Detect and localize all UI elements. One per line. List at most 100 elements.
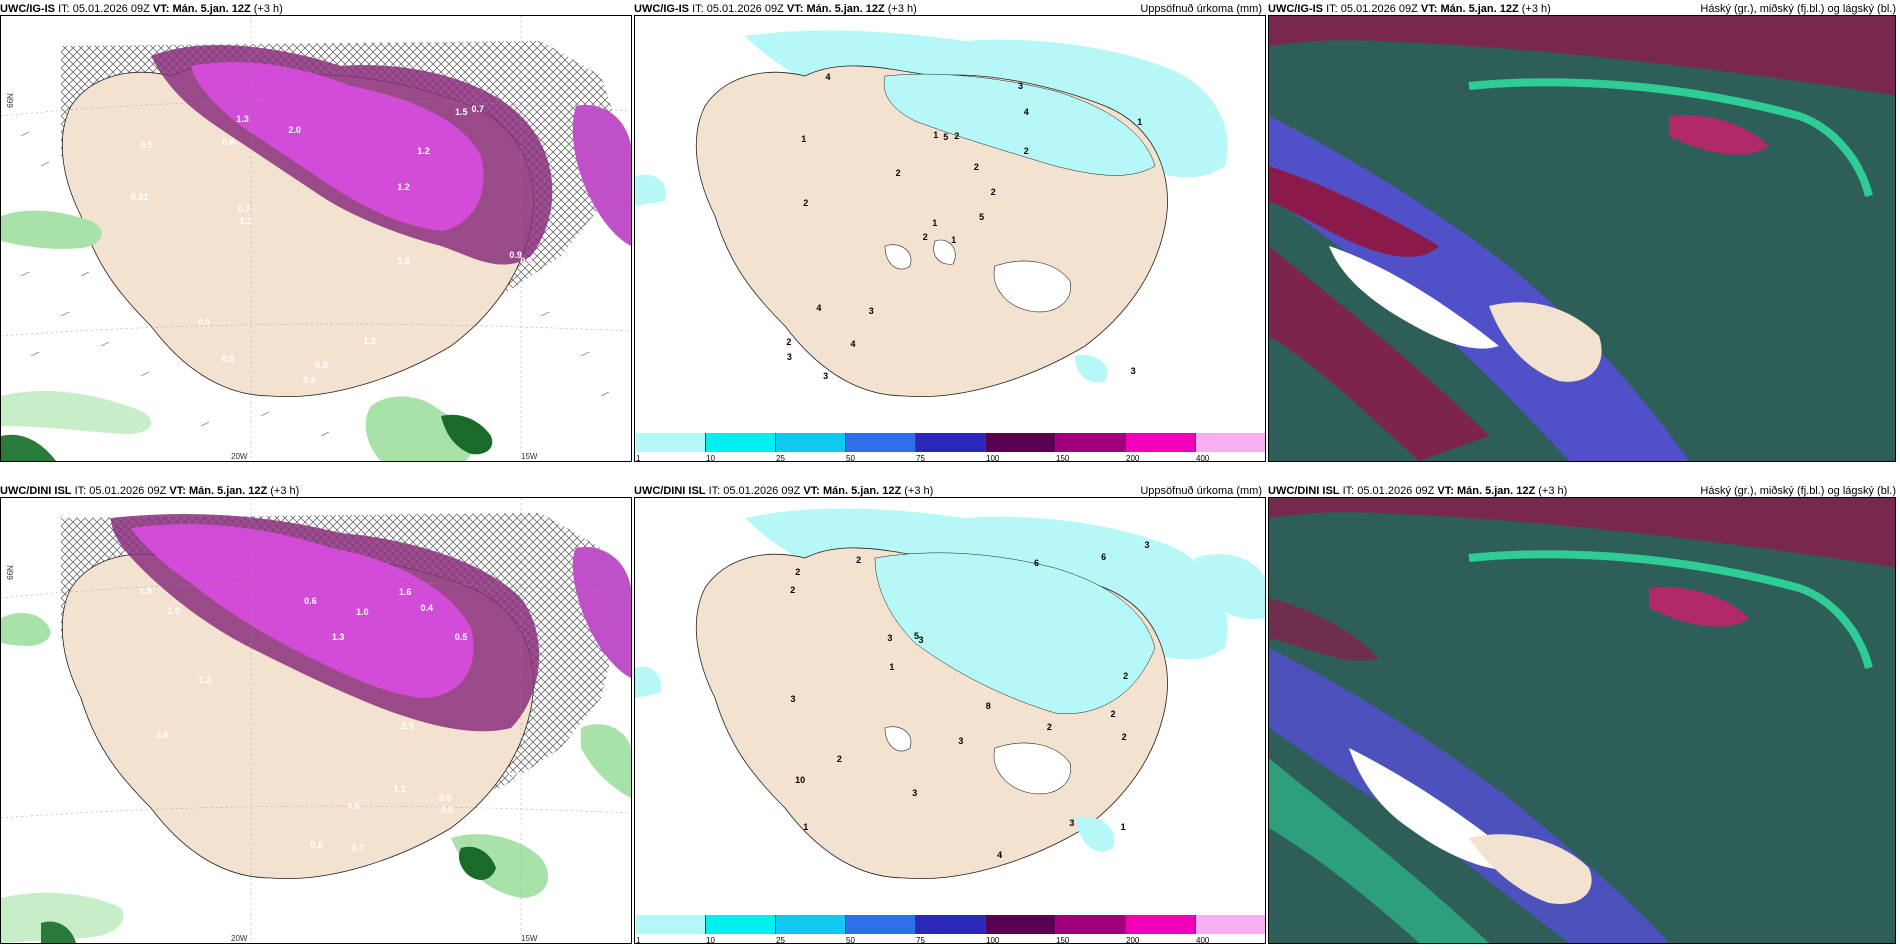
value-label: 4 <box>825 72 831 83</box>
colorbar-tick: 400 <box>1196 454 1210 462</box>
lon-label: 20W <box>231 452 248 461</box>
value-label: 1.2 <box>363 336 376 347</box>
colorbar-seg-6 <box>1056 433 1126 452</box>
value-label: 3 <box>790 694 796 705</box>
value-label: -1.0 <box>164 605 180 616</box>
colorbar-seg-1 <box>706 433 776 452</box>
colorbar-seg-2 <box>776 433 846 452</box>
map-precip-accum-dini[interactable]: 1 10 25 50 75 100 150 200 400 2 2 1 2 3 3 10 6 3… <box>634 497 1266 944</box>
colorbar-seg-0 <box>636 915 706 934</box>
map-graphic <box>635 16 1265 461</box>
value-label: 3 <box>1069 817 1075 828</box>
map-precip-accum-ig[interactable]: 1 10 25 50 75 100 150 200 400 1 1 1 2 2 3 3 2 4 5… <box>634 15 1266 462</box>
colorbar-tick: 100 <box>986 936 1000 944</box>
colorbar-seg-8 <box>1196 915 1265 934</box>
value-label: 8 <box>985 701 991 712</box>
colorbar-seg-5 <box>986 433 1056 452</box>
value-label: 1 <box>933 130 939 141</box>
panel-title: UWC/IG-IS IT: 05.01.2026 09Z VT: Mán. 5.… <box>0 3 283 15</box>
value-label: 0.6 <box>347 801 360 812</box>
panel-field-label: Háský (gr.), miðský (fj.bl.) og lágský (… <box>1700 485 1896 497</box>
value-label: 0.6 <box>304 596 317 607</box>
panel-title: UWC/DINI ISL IT: 05.01.2026 09Z VT: Mán.… <box>1268 485 1896 497</box>
value-label: 0.3 <box>466 345 480 356</box>
colorbar-tick: 10 <box>706 454 715 462</box>
value-label: 3 <box>786 352 792 363</box>
colorbar-seg-3 <box>846 433 916 452</box>
panel-field-label: Uppsöfnuð úrkoma (mm) <box>1140 3 1262 15</box>
value-label: 1 <box>1137 116 1143 127</box>
panel-title: UWC/DINI ISL IT: 05.01.2026 09Z VT: Mán.… <box>0 485 300 497</box>
value-label: 6 <box>1034 557 1040 568</box>
value-label: 2 <box>1046 722 1052 733</box>
colorbar-tick: 100 <box>986 454 1000 462</box>
value-label: 3 <box>918 634 924 645</box>
value-label: 1 <box>801 134 807 145</box>
value-label: 0.6 <box>440 805 454 816</box>
colorbar: 1 10 25 50 75 100 150 200 400 <box>636 433 1265 461</box>
value-label: 3 <box>958 735 964 746</box>
map-clouds-ig[interactable] <box>1268 15 1896 462</box>
value-label: 2 <box>990 187 996 198</box>
value-label: 2 <box>856 554 862 565</box>
value-label: 0.5 <box>221 353 235 364</box>
value-label: 0.9 <box>509 250 522 261</box>
value-label: 1 <box>803 821 809 832</box>
map-precip-type-dini[interactable]: 20W 15W 66N 1.3 0.6 1.5 0.5 0.8 0.6 0.7 1.6 1.3 2… <box>0 497 632 944</box>
value-label: 0.5 <box>197 317 211 328</box>
value-label: 1.1 <box>239 215 253 226</box>
value-label: 3 <box>1017 80 1023 91</box>
value-label: 3 <box>1144 540 1150 551</box>
value-label: 2 <box>786 337 792 348</box>
map-graphic <box>1 498 631 943</box>
colorbar-tick: 10 <box>706 936 715 944</box>
value-label: 0.8 <box>315 359 328 370</box>
lon-label: 20W <box>231 934 248 943</box>
value-label: 6 <box>1101 551 1107 562</box>
panel-bottom-middle: UWC/DINI ISL IT: 05.01.2026 09Z VT: Mán.… <box>634 482 1266 944</box>
value-label: 0.5 <box>140 140 153 151</box>
value-label: 0.81 <box>130 191 149 202</box>
panel-bottom-left: UWC/DINI ISL IT: 05.01.2026 09Z VT: Mán.… <box>0 482 632 944</box>
value-label: 2 <box>954 131 960 142</box>
value-label: 1.5 <box>139 586 152 597</box>
value-label: 0.9 <box>439 793 452 804</box>
value-label: 1.2 <box>417 146 430 157</box>
colorbar-tick: 50 <box>846 454 855 462</box>
value-label: 0.7 <box>471 103 484 114</box>
panel-field-label: Háský (gr.), miðský (fj.bl.) og lágský (… <box>1700 3 1896 15</box>
colorbar-tick: 200 <box>1126 936 1140 944</box>
value-label: 0.4 <box>420 602 433 613</box>
colorbar: 1 10 25 50 75 100 150 200 400 <box>636 915 1265 943</box>
value-label: 0.5 <box>454 632 468 643</box>
colorbar-tick: 75 <box>916 936 925 944</box>
value-label: 0.5 <box>520 256 533 267</box>
value-label: 2 <box>973 161 979 172</box>
colorbar-seg-7 <box>1126 915 1196 934</box>
panel-top-right: UWC/IG-IS IT: 05.01.2026 09Z VT: Mán. 5.… <box>1268 0 1900 462</box>
value-label: 2 <box>895 168 901 179</box>
panel-top-left: UWC/IG-IS IT: 05.01.2026 09Z VT: Mán. 5.… <box>0 0 632 462</box>
value-label: 2 <box>1123 671 1129 682</box>
value-label: 0.6 <box>222 137 235 148</box>
colorbar-tick: 25 <box>776 936 785 944</box>
value-label: 1.3 <box>198 674 212 685</box>
value-label: 3 <box>868 306 874 316</box>
value-label: 1 <box>889 661 895 672</box>
value-label: 2.5 <box>401 721 414 732</box>
map-precip-type-ig[interactable]: 20W 15W 66N 0.5 0.6 1.2 0.8 1.5 2.4 1.6 1.1 0.7 0… <box>0 15 632 462</box>
lon-label: 15W <box>521 452 538 461</box>
value-label: 2.4 <box>302 375 316 386</box>
map-clouds-dini[interactable] <box>1268 497 1896 944</box>
map-graphic <box>1269 498 1895 943</box>
value-label: 4 <box>997 849 1003 860</box>
value-label: 2 <box>790 584 796 595</box>
value-label: 1.6 <box>398 586 412 597</box>
value-label: 1 <box>951 235 957 246</box>
map-graphic <box>1 16 631 461</box>
colorbar-tick: 200 <box>1126 454 1140 462</box>
value-label: 5 <box>943 131 949 142</box>
value-label: 1.2 <box>397 181 410 192</box>
colorbar-tick: 150 <box>1056 936 1070 944</box>
value-label: 10 <box>795 774 806 785</box>
